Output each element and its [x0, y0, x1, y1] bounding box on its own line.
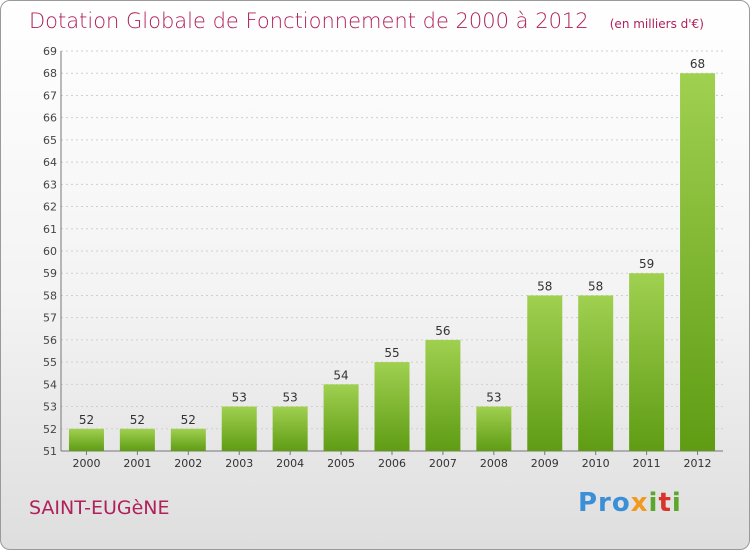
y-tick-label: 67: [43, 89, 57, 102]
bar: [527, 295, 563, 451]
y-tick-label: 60: [43, 245, 57, 258]
logo-part-4: t: [658, 488, 672, 518]
bar: [68, 428, 104, 451]
chart-unit: (en milliers d'€): [609, 17, 704, 31]
data-label: 53: [232, 391, 247, 405]
bar: [221, 406, 257, 451]
x-tick-label: 2012: [684, 457, 712, 470]
data-label: 56: [435, 324, 450, 338]
y-tick-label: 59: [43, 267, 57, 280]
y-tick-label: 56: [43, 334, 57, 347]
chart-title-text: Dotation Globale de Fonctionnement de 20…: [29, 9, 589, 33]
data-label: 53: [486, 391, 501, 405]
x-tick-label: 2011: [633, 457, 661, 470]
data-label: 59: [639, 257, 654, 271]
y-tick-label: 68: [43, 67, 57, 80]
bar: [425, 339, 461, 451]
town-name: SAINT-EUGèNE: [29, 497, 170, 519]
bar: [170, 428, 206, 451]
data-label: 58: [537, 279, 552, 293]
data-label: 68: [690, 57, 705, 71]
x-tick-label: 2008: [480, 457, 508, 470]
y-tick-label: 55: [43, 356, 57, 369]
data-label: 55: [384, 346, 399, 360]
proxiti-logo: Proxiti: [578, 488, 682, 518]
x-tick-label: 2004: [276, 457, 304, 470]
logo-part-3: i: [648, 488, 659, 518]
x-tick-label: 2010: [582, 457, 610, 470]
y-tick-label: 66: [43, 112, 57, 125]
x-tick-label: 2003: [225, 457, 253, 470]
bar: [374, 362, 410, 451]
y-tick-label: 54: [43, 378, 57, 391]
data-label: 53: [283, 391, 298, 405]
x-tick-label: 2001: [123, 457, 151, 470]
logo-part-2: x: [630, 488, 649, 518]
data-label: 52: [181, 413, 196, 427]
x-tick-label: 2007: [429, 457, 457, 470]
bar: [272, 406, 308, 451]
data-label: 52: [79, 413, 94, 427]
x-tick-label: 2009: [531, 457, 559, 470]
bar: [578, 295, 614, 451]
bar: [119, 428, 155, 451]
y-tick-label: 69: [43, 45, 57, 58]
logo-part-5: i: [671, 488, 682, 518]
logo-part-1: Pro: [578, 488, 631, 518]
y-tick-label: 62: [43, 201, 57, 214]
y-tick-label: 58: [43, 289, 57, 302]
bar: [680, 73, 716, 451]
x-tick-label: 2005: [327, 457, 355, 470]
chart-title: Dotation Globale de Fonctionnement de 20…: [29, 9, 704, 33]
bar: [629, 273, 665, 451]
x-tick-label: 2000: [72, 457, 100, 470]
y-tick-label: 64: [43, 156, 57, 169]
data-label: 58: [588, 279, 603, 293]
y-tick-label: 52: [43, 423, 57, 436]
data-label: 54: [333, 368, 348, 382]
y-tick-label: 63: [43, 178, 57, 191]
x-tick-label: 2006: [378, 457, 406, 470]
y-tick-label: 53: [43, 401, 57, 414]
y-tick-label: 57: [43, 312, 57, 325]
data-label: 52: [130, 413, 145, 427]
bar: [476, 406, 512, 451]
bar: [323, 384, 359, 451]
y-tick-label: 51: [43, 445, 57, 458]
y-tick-label: 65: [43, 134, 57, 147]
y-tick-label: 61: [43, 223, 57, 236]
x-tick-label: 2002: [174, 457, 202, 470]
